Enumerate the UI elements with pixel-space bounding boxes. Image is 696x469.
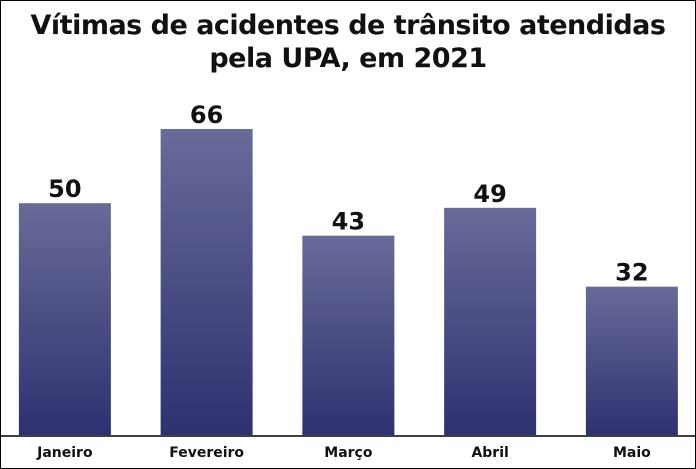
value-label: 49	[473, 180, 506, 208]
bar	[302, 235, 395, 435]
value-label: 50	[48, 175, 81, 203]
x-tick-label: Maio	[613, 445, 651, 461]
value-label: 43	[332, 208, 365, 236]
value-label: 32	[615, 259, 648, 287]
x-tick-label: Março	[324, 445, 373, 461]
x-tick-label: Fevereiro	[169, 445, 244, 461]
x-tick-label: Abril	[471, 445, 508, 461]
chart-title: Vítimas de acidentes de trânsito atendid…	[30, 10, 666, 74]
bar	[160, 129, 253, 435]
x-tick-label: Janeiro	[36, 445, 93, 461]
bar	[18, 203, 111, 435]
value-label: 66	[190, 101, 223, 129]
bar	[585, 286, 678, 435]
bar	[444, 207, 537, 435]
